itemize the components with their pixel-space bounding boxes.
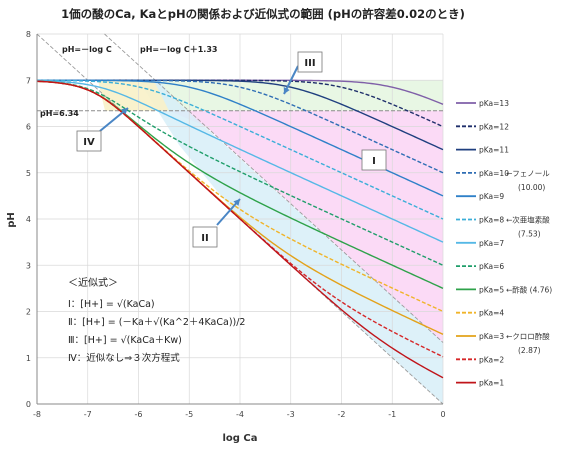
legend-label-pka-4: pKa=4: [479, 309, 504, 318]
region-label-ii-arrowhead: [233, 199, 240, 206]
y-axis-label: pH: [6, 212, 17, 228]
y-tick-label: 2: [26, 308, 31, 317]
ref-label-ph634: pH=6.34: [40, 109, 79, 118]
legend-label-pka-8: pKa=8: [479, 216, 504, 225]
series-line-pka-2: [36, 80, 444, 358]
y-tick-label: 8: [26, 30, 31, 39]
approx-title: ＜近似式＞: [68, 276, 118, 289]
x-tick-label: 0: [440, 410, 445, 419]
x-tick-label: -7: [84, 410, 92, 419]
legend-label-pka-7: pKa=7: [479, 239, 504, 248]
series-lines: [36, 79, 444, 379]
legend-note-sub-3: (2.87): [518, 346, 541, 355]
legend-note-sub-0: (10.00): [518, 183, 545, 192]
ref-label-minus-log-c-plus: pH=－log C＋1.33: [140, 45, 217, 54]
region-label-ii: II: [201, 233, 208, 244]
series-line-pka-4: [36, 80, 444, 313]
legend-label-pka-13: pKa=13: [479, 99, 509, 108]
x-tick-label: -8: [33, 410, 41, 419]
region-iii-fill: [153, 80, 443, 111]
x-tick-label: -5: [185, 410, 193, 419]
approx-line-4: Ⅳ：近似なし⇒３次方程式: [68, 352, 180, 364]
legend-note-3: ←クロロ酢酸: [506, 331, 550, 341]
y-tick-label: 5: [26, 169, 31, 178]
chart-title: 1価の酸のCa, KaとpHの関係および近似式の範囲 (pHの許容差0.02のと…: [61, 7, 465, 21]
legend-note-0: ←フェノール: [506, 169, 550, 178]
y-tick-labels: 0 1 2 3 4 5 6 7 8: [26, 30, 31, 409]
x-tick-label: -4: [236, 410, 244, 419]
region-label-iii: III: [304, 58, 315, 69]
y-tick-label: 4: [26, 215, 31, 224]
region-label-iii-arrowhead: [283, 87, 290, 94]
x-tick-label: -6: [135, 410, 143, 419]
approx-line-3: Ⅲ：[H+] = √(KaCa＋Kw): [68, 335, 182, 346]
x-tick-label: -2: [338, 410, 346, 419]
series-line-pka-8: [36, 79, 444, 220]
y-tick-label: 3: [26, 261, 31, 270]
region-label-ii-box: [192, 226, 218, 248]
series-line-pka-6: [36, 80, 444, 266]
region-iv-fill: [97, 80, 169, 111]
legend-label-pka-1: pKa=1: [479, 379, 504, 388]
legend: pKa=13 pKa=12 pKa=11 pKa=10 pKa=9 pKa=8 pKa=7 p…: [456, 99, 552, 388]
series-line-pka-7: [36, 80, 444, 243]
ref-line-minus-log-c-plus: [104, 33, 444, 343]
y-tick-label: 7: [26, 76, 31, 85]
legend-label-pka-12: pKa=12: [479, 122, 509, 131]
region-label-iv-box: [76, 130, 102, 152]
region-label-iii-box: [297, 51, 323, 73]
legend-label-pka-5: pKa=5: [479, 285, 504, 294]
y-tick-label: 6: [26, 123, 31, 132]
axes: [36, 34, 443, 405]
x-tick-label: -3: [287, 410, 295, 419]
approx-line-1: Ⅰ：[H+] = √(KaCa): [68, 299, 155, 310]
x-tick-labels: -8 -7 -6 -5 -4 -3 -2 -1 0: [33, 410, 446, 419]
legend-label-pka-2: pKa=2: [479, 355, 504, 364]
approximation-formulas: ＜近似式＞ Ⅰ：[H+] = √(KaCa) Ⅱ：[H+] = (－Ka＋√(K…: [68, 276, 245, 364]
legend-label-pka-11: pKa=11: [479, 146, 509, 155]
region-label-iv-arrowhead: [121, 108, 128, 115]
ref-label-minus-log-c: pH=－log C: [62, 45, 112, 54]
y-tick-label: 0: [26, 400, 31, 409]
legend-note-1: ←次亜塩素酸: [506, 215, 550, 225]
region-label-iv: IV: [83, 137, 95, 148]
region-label-i: I: [372, 156, 376, 167]
series-line-pka-1: [36, 80, 444, 379]
legend-label-pka-10: pKa=10: [479, 169, 509, 178]
x-axis-label: log Ca: [222, 433, 257, 444]
legend-note-sub-1: (7.53): [518, 230, 541, 239]
legend-label-pka-6: pKa=6: [479, 262, 504, 271]
region-label-i-box: [361, 149, 387, 171]
y-tick-label: 1: [26, 354, 31, 363]
x-tick-label: -1: [388, 410, 396, 419]
legend-note-2: ←酢酸 (4.76): [506, 284, 552, 294]
approx-line-2: Ⅱ：[H+] = (－Ka＋√(Ka^2＋4KaCa))/2: [68, 317, 245, 328]
legend-label-pka-3: pKa=3: [479, 332, 504, 341]
legend-label-pka-9: pKa=9: [479, 192, 504, 201]
